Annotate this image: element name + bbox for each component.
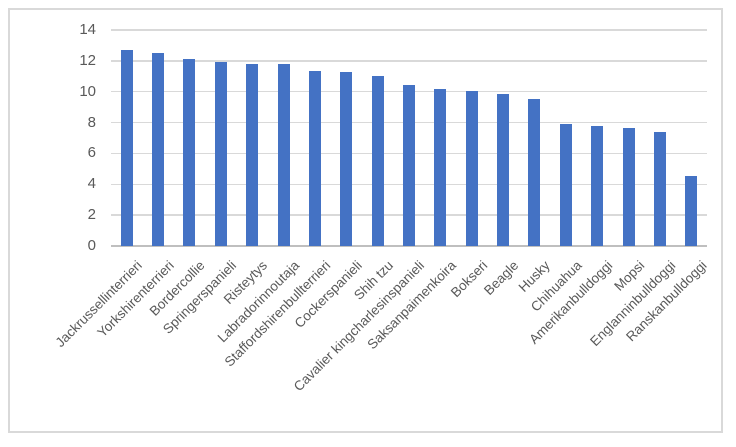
bar: [622, 127, 635, 246]
y-axis-tick-label: 14: [79, 21, 96, 38]
bar: [497, 94, 510, 246]
bar: [591, 125, 604, 246]
y-axis-tick-label: 4: [87, 175, 96, 193]
bar: [371, 75, 384, 246]
bar: [340, 71, 353, 246]
bar: [653, 131, 666, 246]
bar: [559, 123, 572, 246]
y-axis-tick-label: 6: [87, 144, 96, 162]
y-axis-tick-label: 8: [87, 113, 96, 131]
y-axis-tick-label: 12: [79, 51, 96, 69]
bar: [214, 62, 227, 246]
bar: [685, 176, 698, 246]
gridline: [111, 60, 707, 62]
gridline: [111, 29, 707, 31]
y-axis-tick-label: 2: [87, 206, 96, 224]
y-axis-tick-label: 10: [79, 82, 96, 100]
bar: [465, 91, 478, 246]
bar: [528, 98, 541, 246]
chart-figure: [8, 8, 723, 433]
bar: [246, 63, 259, 246]
y-axis-tick-label: 0: [87, 237, 96, 254]
x-axis-line: [111, 245, 707, 247]
bar: [183, 59, 196, 246]
bar: [403, 84, 415, 246]
bar: [434, 89, 447, 246]
bar: [120, 49, 133, 246]
bar: [308, 71, 321, 246]
bar: [277, 64, 290, 246]
bar: [152, 52, 165, 246]
